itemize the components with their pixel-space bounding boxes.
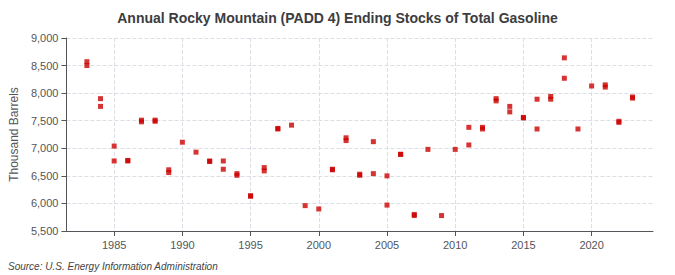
svg-text:Annual Rocky Mountain (PADD 4): Annual Rocky Mountain (PADD 4) Ending St…: [117, 10, 558, 26]
svg-text:1985: 1985: [102, 239, 126, 251]
svg-text:Source: U.S. Energy Informatio: Source: U.S. Energy Information Administ…: [8, 261, 218, 272]
svg-text:2010: 2010: [443, 239, 467, 251]
svg-text:2020: 2020: [579, 239, 603, 251]
svg-text:1990: 1990: [170, 239, 194, 251]
svg-text:2005: 2005: [375, 239, 399, 251]
svg-text:8,000: 8,000: [31, 87, 59, 99]
svg-text:9,000: 9,000: [31, 32, 59, 44]
svg-text:Thousand Barrels: Thousand Barrels: [7, 87, 21, 182]
svg-text:5,500: 5,500: [31, 225, 59, 237]
svg-text:6,000: 6,000: [31, 197, 59, 209]
svg-text:1995: 1995: [238, 239, 262, 251]
svg-text:2015: 2015: [511, 239, 535, 251]
svg-text:8,500: 8,500: [31, 60, 59, 72]
svg-text:7,500: 7,500: [31, 115, 59, 127]
svg-text:6,500: 6,500: [31, 170, 59, 182]
svg-text:7,000: 7,000: [31, 142, 59, 154]
svg-text:2000: 2000: [307, 239, 331, 251]
